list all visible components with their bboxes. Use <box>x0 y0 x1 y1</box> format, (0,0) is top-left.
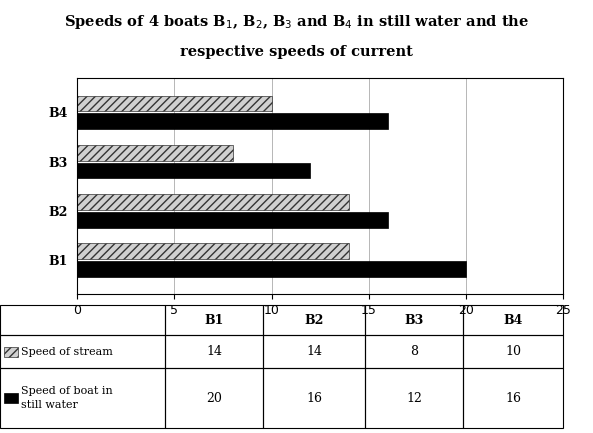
Text: 16: 16 <box>306 391 322 404</box>
Text: Speed of boat in: Speed of boat in <box>21 386 113 396</box>
Bar <box>77 212 388 227</box>
Text: 10: 10 <box>505 345 521 358</box>
Bar <box>77 261 466 277</box>
Text: still water: still water <box>21 400 78 410</box>
Text: B3: B3 <box>404 313 423 326</box>
Text: B1: B1 <box>205 313 224 326</box>
Bar <box>77 243 349 259</box>
Text: 14: 14 <box>306 345 322 358</box>
Bar <box>365 368 463 428</box>
Text: Speed of stream: Speed of stream <box>21 346 113 356</box>
Bar <box>263 305 365 335</box>
Bar <box>165 368 263 428</box>
Text: 16: 16 <box>505 391 521 404</box>
Bar <box>463 335 563 368</box>
Text: 14: 14 <box>206 345 222 358</box>
Bar <box>263 368 365 428</box>
Bar <box>263 335 365 368</box>
Bar <box>77 194 349 210</box>
Bar <box>463 368 563 428</box>
Bar <box>0 368 165 428</box>
Bar <box>77 113 388 129</box>
Text: respective speeds of current: respective speeds of current <box>180 45 413 59</box>
Text: 12: 12 <box>406 391 422 404</box>
Bar <box>365 335 463 368</box>
Bar <box>0 305 165 335</box>
Bar <box>365 305 463 335</box>
Bar <box>77 96 272 111</box>
Bar <box>4 346 18 356</box>
Bar <box>4 393 18 403</box>
Bar <box>77 145 232 161</box>
Text: 20: 20 <box>206 391 222 404</box>
Bar <box>165 335 263 368</box>
Text: B4: B4 <box>503 313 522 326</box>
Bar <box>77 162 311 178</box>
Text: Speeds of 4 boats B$_1$, B$_2$, B$_3$ and B$_4$ in still water and the: Speeds of 4 boats B$_1$, B$_2$, B$_3$ an… <box>64 13 529 31</box>
Text: 8: 8 <box>410 345 418 358</box>
Bar <box>165 305 263 335</box>
Text: B2: B2 <box>304 313 324 326</box>
Bar <box>0 335 165 368</box>
Bar <box>463 305 563 335</box>
